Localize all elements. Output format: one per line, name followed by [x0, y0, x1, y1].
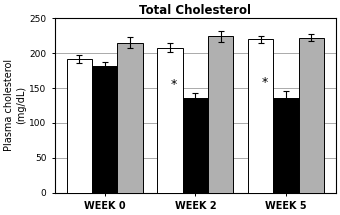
Bar — [273, 98, 299, 192]
Bar — [248, 39, 273, 192]
Bar — [67, 59, 92, 192]
Title: Total Cholesterol: Total Cholesterol — [139, 4, 251, 17]
Bar — [299, 38, 324, 192]
Bar — [208, 37, 234, 192]
Bar — [157, 48, 183, 192]
Text: *: * — [261, 76, 268, 89]
Y-axis label: Plasma cholesterol
(mg/dL): Plasma cholesterol (mg/dL) — [4, 59, 27, 152]
Bar — [92, 66, 117, 192]
Bar — [117, 43, 143, 192]
Text: *: * — [171, 78, 177, 91]
Bar — [183, 98, 208, 192]
